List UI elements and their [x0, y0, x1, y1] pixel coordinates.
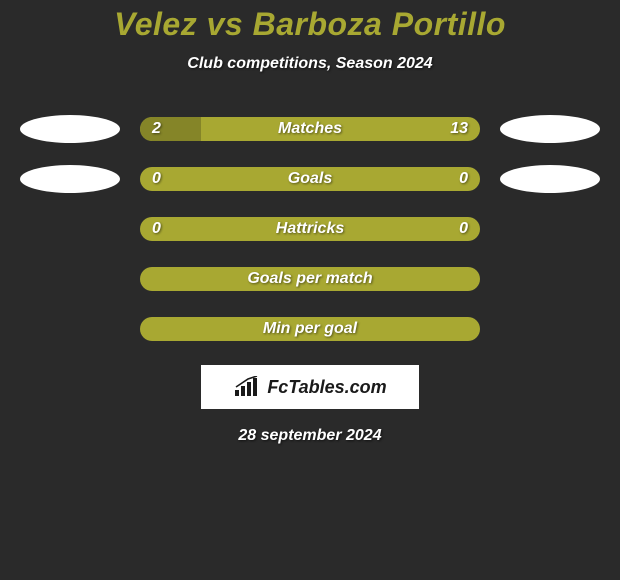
stat-label: Goals per match	[247, 270, 372, 288]
stat-row: Goals per match	[0, 265, 620, 293]
chart-icon	[233, 376, 261, 398]
spacer	[20, 315, 120, 343]
stat-row: 0 Goals 0	[0, 165, 620, 193]
stat-bar: 2 Matches 13	[140, 117, 480, 141]
stat-value-left: 0	[152, 170, 161, 188]
player-badge-right	[500, 165, 600, 193]
spacer	[20, 215, 120, 243]
stat-label: Hattricks	[276, 220, 344, 238]
stat-label: Matches	[278, 120, 342, 138]
player-badge-left	[20, 115, 120, 143]
stat-row: 2 Matches 13	[0, 115, 620, 143]
player-badge-left	[20, 165, 120, 193]
stat-bar: Goals per match	[140, 267, 480, 291]
stat-value-left: 2	[152, 120, 161, 138]
player-badge-right	[500, 115, 600, 143]
stat-value-right: 0	[459, 170, 468, 188]
stat-row: 0 Hattricks 0	[0, 215, 620, 243]
stat-bar: Min per goal	[140, 317, 480, 341]
stat-label: Goals	[288, 170, 332, 188]
logo-text: FcTables.com	[267, 377, 386, 398]
spacer	[500, 215, 600, 243]
spacer	[20, 265, 120, 293]
stat-value-right: 13	[450, 120, 468, 138]
page-title: Velez vs Barboza Portillo	[0, 6, 620, 43]
stat-label: Min per goal	[263, 320, 357, 338]
comparison-widget: Velez vs Barboza Portillo Club competiti…	[0, 0, 620, 445]
stat-value-right: 0	[459, 220, 468, 238]
spacer	[500, 265, 600, 293]
spacer	[500, 315, 600, 343]
stat-bar: 0 Goals 0	[140, 167, 480, 191]
stat-value-left: 0	[152, 220, 161, 238]
date-label: 28 september 2024	[0, 427, 620, 445]
stats-list: 2 Matches 13 0 Goals 0 0 Hattricks 0 Goals per ma…	[0, 115, 620, 343]
source-logo: FcTables.com	[201, 365, 419, 409]
stat-row: Min per goal	[0, 315, 620, 343]
stat-bar-fill	[140, 117, 201, 141]
stat-bar: 0 Hattricks 0	[140, 217, 480, 241]
page-subtitle: Club competitions, Season 2024	[0, 55, 620, 73]
